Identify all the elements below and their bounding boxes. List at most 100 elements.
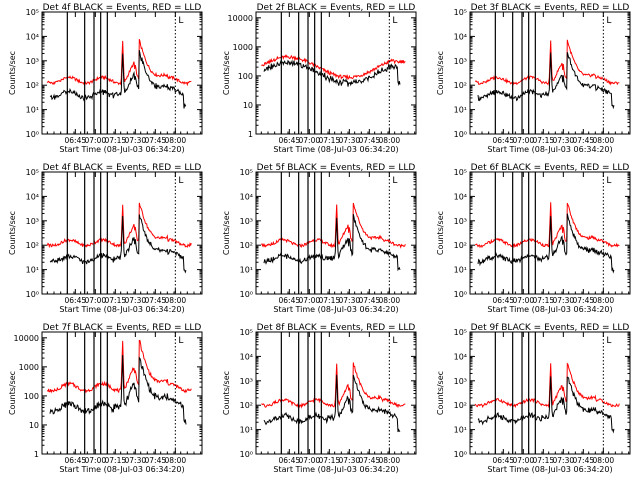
plot-frame — [41, 11, 203, 135]
y-tick-label: 10¹ — [240, 426, 253, 435]
x-tick-label: 07:15 — [533, 136, 555, 145]
x-tick-label: 07:45 — [145, 136, 167, 145]
series-events-black — [263, 59, 401, 87]
plot-frame — [41, 331, 203, 455]
y-tick-label: 10⁵ — [454, 8, 467, 17]
y-tick-label: 1000 — [19, 363, 39, 372]
x-tick-label: 07:00 — [513, 296, 535, 305]
y-tick-label: 10² — [454, 81, 467, 90]
y-tick-label: 10² — [240, 401, 253, 410]
y-tick-label: 10⁴ — [26, 192, 39, 201]
chart-title: Det 6f BLACK = Events, RED = LLD — [471, 163, 630, 173]
y-tick-label: 10⁴ — [240, 352, 253, 361]
chart-panel-1: Det 4f BLACK = Events, RED = LLD 10⁰ 10¹ 10… — [8, 3, 203, 154]
series-lld-red — [261, 54, 406, 81]
x-tick-label: 07:00 — [85, 296, 107, 305]
y-tick-label: 10⁰ — [26, 290, 39, 299]
series-events-black — [477, 52, 615, 110]
y-tick-label: 10⁵ — [454, 328, 467, 337]
y-tick-label: 10⁵ — [26, 168, 39, 177]
y-axis-label: Counts/sec — [222, 211, 231, 255]
x-tick-label: 07:00 — [513, 136, 535, 145]
series-events-black — [477, 376, 615, 434]
marker-label: L — [392, 16, 397, 26]
y-tick-label: 10¹ — [240, 266, 253, 275]
y-tick-label: 10⁴ — [454, 192, 467, 201]
y-tick-label: 10⁴ — [26, 32, 39, 41]
x-axis-label: Start Time (08-Jul-03 06:34:20) — [273, 305, 398, 314]
plot-frame — [469, 11, 631, 135]
series-events-black — [263, 374, 401, 433]
x-tick-label: 07:30 — [125, 296, 147, 305]
y-axis-label: Counts/sec — [436, 211, 445, 255]
x-tick-label: 07:45 — [145, 296, 167, 305]
x-tick-label: 06:45 — [279, 296, 301, 305]
chart-panel-4: Det 4f BLACK = Events, RED = LLD 10⁰ 10¹ 10… — [8, 163, 203, 314]
y-tick-label: 100 — [24, 392, 39, 401]
y-tick-label: 10⁵ — [240, 328, 253, 337]
x-tick-label: 07:30 — [125, 456, 147, 465]
chart-title: Det 5f BLACK = Events, RED = LLD — [257, 163, 416, 173]
x-tick-label: 07:15 — [105, 296, 127, 305]
x-tick-label: 08:00 — [165, 456, 187, 465]
marker-label: L — [178, 336, 183, 346]
y-tick-label: 10⁵ — [26, 8, 39, 17]
marker-label: L — [392, 336, 397, 346]
x-tick-label: 08:00 — [379, 456, 401, 465]
x-tick-label: 06:45 — [493, 136, 515, 145]
y-axis-label: Counts/sec — [8, 371, 17, 415]
x-tick-label: 07:45 — [573, 136, 595, 145]
marker-label: L — [606, 16, 611, 26]
y-tick-label: 10² — [454, 401, 467, 410]
chart-title: Det 2f BLACK = Events, RED = LLD — [257, 3, 416, 13]
chart-panel-6: Det 6f BLACK = Events, RED = LLD 10⁰ 10¹ 10… — [436, 163, 631, 314]
series-lld-red — [260, 202, 406, 249]
y-tick-label: 10⁰ — [454, 130, 467, 139]
marker-label: L — [178, 16, 183, 26]
x-tick-label: 07:00 — [513, 456, 535, 465]
x-tick-label: 07:00 — [299, 456, 321, 465]
x-tick-label: 07:30 — [553, 296, 575, 305]
series-lld-red — [46, 39, 192, 87]
y-tick-label: 10³ — [26, 217, 39, 226]
y-axis-label: Counts/sec — [8, 211, 17, 255]
x-tick-label: 06:45 — [279, 136, 301, 145]
plot-frame — [41, 171, 203, 295]
x-tick-label: 08:00 — [379, 136, 401, 145]
y-tick-label: 10⁰ — [454, 290, 467, 299]
chart-panel-3: Det 3f BLACK = Events, RED = LLD 10⁰ 10¹ 10… — [436, 3, 631, 154]
series-lld-red — [474, 362, 620, 409]
x-tick-label: 07:15 — [105, 456, 127, 465]
y-tick-label: 10³ — [454, 57, 467, 66]
series-lld-red — [261, 362, 406, 409]
x-tick-label: 07:45 — [145, 456, 167, 465]
marker-label: L — [606, 176, 611, 186]
x-tick-label: 07:15 — [319, 456, 341, 465]
y-tick-label: 10⁰ — [454, 450, 467, 459]
plot-frame — [255, 11, 417, 135]
series-lld-red — [46, 202, 192, 249]
y-axis-label: Counts/sec — [436, 371, 445, 415]
x-tick-label: 08:00 — [165, 296, 187, 305]
series-events-black — [49, 49, 187, 109]
series-events-black — [477, 213, 615, 274]
x-tick-label: 08:00 — [379, 296, 401, 305]
y-tick-label: 10⁰ — [26, 130, 39, 139]
y-tick-label: 10² — [26, 81, 39, 90]
x-axis-label: Start Time (08-Jul-03 06:34:20) — [273, 145, 398, 154]
y-tick-label: 10⁴ — [454, 352, 467, 361]
x-tick-label: 07:15 — [319, 136, 341, 145]
y-tick-label: 10³ — [240, 217, 253, 226]
x-tick-label: 07:30 — [339, 296, 361, 305]
x-axis-label: Start Time (08-Jul-03 06:34:20) — [487, 465, 612, 474]
y-tick-label: 10¹ — [454, 266, 467, 275]
y-tick-label: 10² — [240, 241, 253, 250]
plot-frame — [469, 171, 631, 295]
y-tick-label: 10³ — [454, 217, 467, 226]
plot-frame — [255, 171, 417, 295]
x-tick-label: 07:45 — [359, 296, 381, 305]
y-tick-label: 10⁵ — [454, 168, 467, 177]
marker-label: L — [178, 176, 183, 186]
y-tick-label: 10² — [26, 241, 39, 250]
x-axis-label: Start Time (08-Jul-03 06:34:20) — [273, 465, 398, 474]
